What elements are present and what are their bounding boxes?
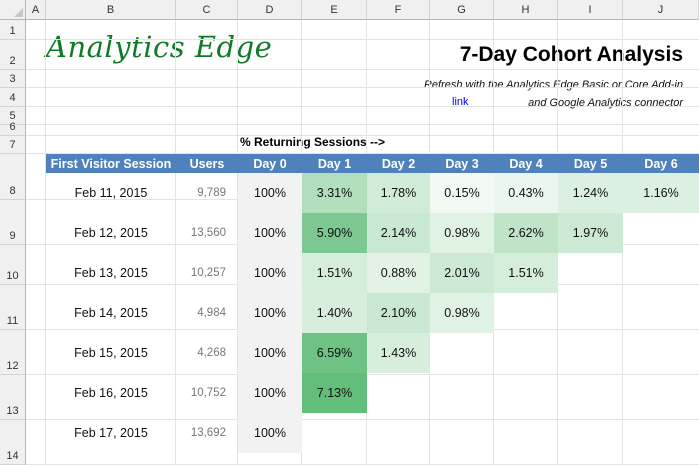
retention-cell-day-0: 100% bbox=[238, 333, 302, 373]
cohort-users: 9,789 bbox=[197, 187, 226, 199]
retention-cell-day-4: 2.62% bbox=[494, 213, 558, 253]
retention-cell-day-3: 0.15% bbox=[430, 173, 494, 213]
cohort-users: 10,752 bbox=[190, 387, 226, 399]
retention-cell-day-2: 1.43% bbox=[367, 333, 430, 373]
column-header-c[interactable]: C bbox=[176, 0, 238, 20]
gridline bbox=[26, 153, 699, 154]
column-header-h[interactable]: H bbox=[494, 0, 558, 20]
retention-cell-day-5: 1.97% bbox=[558, 213, 623, 253]
gridline bbox=[26, 106, 699, 107]
retention-cell-day-1: 5.90% bbox=[302, 213, 367, 253]
cohort-date: Feb 14, 2015 bbox=[74, 306, 148, 320]
retention-cell-day-6: 1.16% bbox=[623, 173, 699, 213]
row-header-11[interactable]: 11 bbox=[0, 285, 26, 330]
retention-cell-day-1: 1.40% bbox=[302, 293, 367, 333]
retention-cell-day-5: 1.24% bbox=[558, 173, 623, 213]
row-header-1[interactable]: 1 bbox=[0, 20, 26, 40]
table-header-4: Day 2 bbox=[367, 154, 430, 173]
retention-cell-day-4: 1.51% bbox=[494, 253, 558, 293]
row-header-10[interactable]: 10 bbox=[0, 245, 26, 285]
subtitle-line-1: Refresh with the Analytics Edge Basic or… bbox=[423, 79, 683, 91]
table-header-2: Day 0 bbox=[238, 154, 302, 173]
column-header-g[interactable]: G bbox=[430, 0, 494, 20]
cohort-users: 10,257 bbox=[190, 267, 226, 279]
page-title: 7-Day Cohort Analysis bbox=[459, 43, 683, 66]
retention-cell-day-2: 0.88% bbox=[367, 253, 430, 293]
gridline bbox=[26, 419, 699, 420]
cohort-users: 13,692 bbox=[190, 427, 226, 439]
subtitle-line-2: and Google Analytics connector bbox=[528, 97, 683, 109]
row-header-7[interactable]: 7 bbox=[0, 136, 26, 154]
returning-sessions-label: % Returning Sessions --> bbox=[240, 135, 386, 149]
cohort-date: Feb 15, 2015 bbox=[74, 346, 148, 360]
retention-cell-day-4: 0.43% bbox=[494, 173, 558, 213]
cohort-users: 4,268 bbox=[197, 347, 226, 359]
connector-link[interactable]: link bbox=[452, 96, 469, 108]
row-header-6[interactable]: 6 bbox=[0, 121, 26, 136]
gridline bbox=[175, 20, 176, 465]
gridline bbox=[237, 20, 238, 465]
retention-cell-day-0: 100% bbox=[238, 293, 302, 333]
gridline bbox=[45, 20, 46, 465]
retention-cell-day-0: 100% bbox=[238, 373, 302, 413]
retention-cell-day-3: 2.01% bbox=[430, 253, 494, 293]
row-header-4[interactable]: 4 bbox=[0, 88, 26, 107]
row-header-14[interactable]: 14 bbox=[0, 420, 26, 465]
gridline bbox=[26, 124, 699, 125]
column-header-b[interactable]: B bbox=[46, 0, 176, 20]
cohort-users: 13,560 bbox=[190, 227, 226, 239]
row-header-12[interactable]: 12 bbox=[0, 330, 26, 375]
retention-cell-day-2: 2.14% bbox=[367, 213, 430, 253]
column-header-i[interactable]: I bbox=[558, 0, 623, 20]
row-header-5[interactable]: 5 bbox=[0, 107, 26, 125]
row-header-3[interactable]: 3 bbox=[0, 70, 26, 88]
logo: Analytics Edge bbox=[46, 30, 273, 64]
table-header-7: Day 5 bbox=[558, 154, 623, 173]
retention-cell-day-0: 100% bbox=[238, 213, 302, 253]
table-header-8: Day 6 bbox=[623, 154, 699, 173]
row-header-13[interactable]: 13 bbox=[0, 375, 26, 420]
retention-cell-day-3: 0.98% bbox=[430, 213, 494, 253]
gridline bbox=[26, 135, 699, 136]
retention-cell-day-3: 0.98% bbox=[430, 293, 494, 333]
column-header-f[interactable]: F bbox=[367, 0, 430, 20]
cohort-users: 4,984 bbox=[197, 307, 226, 319]
retention-cell-day-1: 7.13% bbox=[302, 373, 367, 413]
column-header-d[interactable]: D bbox=[238, 0, 302, 20]
table-header-5: Day 3 bbox=[430, 154, 494, 173]
column-header-a[interactable]: A bbox=[26, 0, 46, 20]
retention-cell-day-1: 6.59% bbox=[302, 333, 367, 373]
gridline bbox=[26, 69, 699, 70]
cohort-date: Feb 11, 2015 bbox=[74, 186, 148, 200]
cohort-date: Feb 13, 2015 bbox=[74, 266, 148, 280]
retention-cell-day-1: 3.31% bbox=[302, 173, 367, 213]
cohort-date: Feb 16, 2015 bbox=[74, 386, 148, 400]
retention-cell-day-2: 2.10% bbox=[367, 293, 430, 333]
row-header-8[interactable]: 8 bbox=[0, 154, 26, 200]
retention-cell-day-0: 100% bbox=[238, 253, 302, 293]
select-all-corner[interactable] bbox=[0, 0, 26, 20]
table-header-6: Day 4 bbox=[494, 154, 558, 173]
row-header-9[interactable]: 9 bbox=[0, 200, 26, 245]
table-header-0: First Visitor Session bbox=[46, 154, 176, 173]
gridline bbox=[26, 39, 699, 40]
retention-cell-day-0: 100% bbox=[238, 173, 302, 213]
column-header-j[interactable]: J bbox=[623, 0, 699, 20]
table-header-1: Users bbox=[176, 154, 238, 173]
gridline bbox=[26, 87, 699, 88]
column-header-e[interactable]: E bbox=[302, 0, 367, 20]
row-header-2[interactable]: 2 bbox=[0, 40, 26, 70]
retention-cell-day-1: 1.51% bbox=[302, 253, 367, 293]
retention-cell-day-2: 1.78% bbox=[367, 173, 430, 213]
table-header-3: Day 1 bbox=[302, 154, 367, 173]
retention-cell-day-0: 100% bbox=[238, 413, 302, 453]
cohort-date: Feb 17, 2015 bbox=[74, 426, 148, 440]
cohort-date: Feb 12, 2015 bbox=[74, 226, 148, 240]
